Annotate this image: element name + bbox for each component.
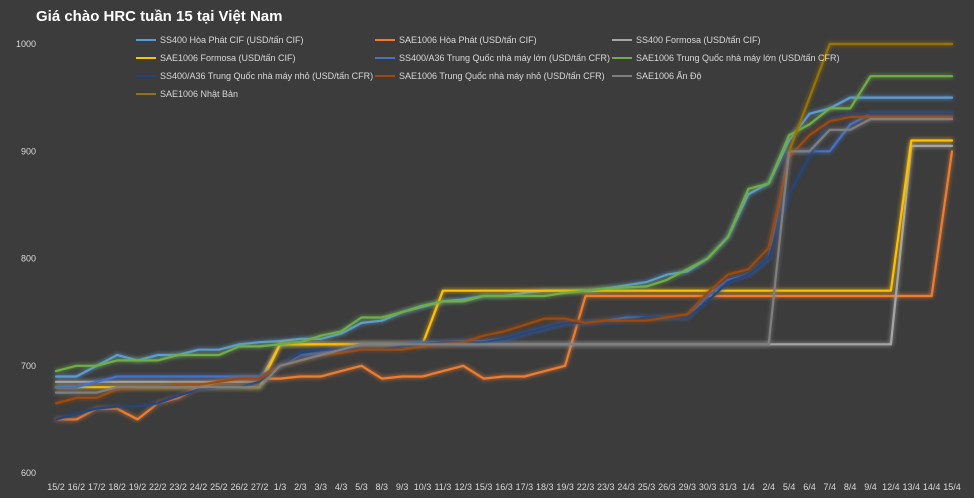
x-tick-label: 17/2 xyxy=(88,482,106,492)
x-tick-label: 7/4 xyxy=(824,482,837,492)
x-tick-label: 25/2 xyxy=(210,482,228,492)
series-line xyxy=(54,139,954,389)
legend-label: SAE1006 Trung Quốc nhà máy lớn (USD/tấn … xyxy=(636,53,840,63)
x-tick-label: 3/3 xyxy=(314,482,327,492)
x-tick-label: 22/3 xyxy=(577,482,595,492)
x-tick-label: 26/2 xyxy=(231,482,249,492)
x-tick-label: 26/3 xyxy=(658,482,676,492)
x-tick-label: 5/3 xyxy=(355,482,368,492)
x-tick-label: 19/3 xyxy=(556,482,574,492)
x-tick-label: 8/3 xyxy=(376,482,389,492)
x-tick-label: 27/2 xyxy=(251,482,269,492)
x-tick-label: 19/2 xyxy=(129,482,147,492)
x-tick-label: 6/4 xyxy=(803,482,816,492)
legend-label: SS400 Formosa (USD/tấn CIF) xyxy=(636,35,761,45)
x-tick-label: 2/4 xyxy=(762,482,775,492)
x-tick-label: 5/4 xyxy=(783,482,796,492)
y-tick-label: 800 xyxy=(21,254,36,264)
series-line xyxy=(54,115,954,405)
series-line xyxy=(54,150,954,421)
x-tick-label: 15/4 xyxy=(943,482,961,492)
x-tick-label: 25/3 xyxy=(638,482,656,492)
y-axis: 600 700 800 900 1000 xyxy=(16,39,36,478)
x-tick-label: 9/4 xyxy=(864,482,877,492)
x-tick-label: 1/3 xyxy=(274,482,287,492)
series-line xyxy=(54,75,954,373)
x-tick-label: 10/3 xyxy=(414,482,432,492)
series-line xyxy=(54,144,954,383)
x-tick-label: 1/4 xyxy=(742,482,755,492)
x-tick-label: 12/4 xyxy=(882,482,900,492)
legend-label: SS400/A36 Trung Quốc nhà máy lớn (USD/tấ… xyxy=(399,53,610,63)
x-tick-label: 15/2 xyxy=(47,482,65,492)
x-tick-label: 16/2 xyxy=(68,482,86,492)
y-tick-label: 1000 xyxy=(16,39,36,49)
legend: SS400 Hòa Phát CIF (USD/tấn CIF) SAE1006 … xyxy=(136,35,840,99)
series-line xyxy=(54,118,954,394)
x-tick-label: 17/3 xyxy=(516,482,534,492)
x-tick-label: 18/2 xyxy=(108,482,126,492)
x-tick-label: 4/3 xyxy=(335,482,348,492)
series-layer xyxy=(54,42,954,421)
chart-title: Giá chào HRC tuần 15 tại Việt Nam xyxy=(36,8,283,25)
x-tick-label: 11/3 xyxy=(434,482,451,492)
x-tick-label: 18/3 xyxy=(536,482,554,492)
y-tick-label: 700 xyxy=(21,361,36,371)
x-tick-label: 31/3 xyxy=(719,482,737,492)
x-tick-label: 8/4 xyxy=(844,482,857,492)
x-tick-label: 24/2 xyxy=(190,482,208,492)
legend-label: SAE1006 Hòa Phát (USD/tấn CIF) xyxy=(399,35,537,45)
legend-label: SS400 Hòa Phát CIF (USD/tấn CIF) xyxy=(160,35,304,45)
x-tick-label: 12/3 xyxy=(455,482,473,492)
x-tick-label: 24/3 xyxy=(617,482,635,492)
x-tick-label: 16/3 xyxy=(495,482,513,492)
x-tick-label: 14/4 xyxy=(923,482,941,492)
x-tick-label: 2/3 xyxy=(294,482,307,492)
legend-label: SAE1006 Ấn Độ xyxy=(636,71,702,81)
series-line xyxy=(788,42,954,153)
x-tick-label: 23/3 xyxy=(597,482,615,492)
x-tick-label: 30/3 xyxy=(699,482,717,492)
legend-label: SAE1006 Formosa (USD/tấn CIF) xyxy=(160,53,296,63)
legend-label: SAE1006 Nhật Bản xyxy=(160,89,238,99)
x-axis: 15/2 16/2 17/2 18/2 19/2 22/2 23/2 24/2 25/2 26/2… xyxy=(47,482,961,492)
legend-label: SS400/A36 Trung Quốc nhà máy nhỏ (USD/tấ… xyxy=(160,71,373,81)
x-tick-label: 13/4 xyxy=(903,482,921,492)
y-tick-label: 600 xyxy=(21,468,36,478)
x-tick-label: 23/2 xyxy=(169,482,187,492)
x-tick-label: 22/2 xyxy=(149,482,167,492)
x-tick-label: 15/3 xyxy=(475,482,493,492)
y-tick-label: 900 xyxy=(21,146,36,156)
legend-label: SAE1006 Trung Quốc nhà máy nhỏ (USD/tấn … xyxy=(399,71,605,81)
series-line xyxy=(54,112,954,421)
x-tick-label: 29/3 xyxy=(679,482,697,492)
x-tick-label: 9/3 xyxy=(396,482,409,492)
series-line xyxy=(54,112,954,389)
